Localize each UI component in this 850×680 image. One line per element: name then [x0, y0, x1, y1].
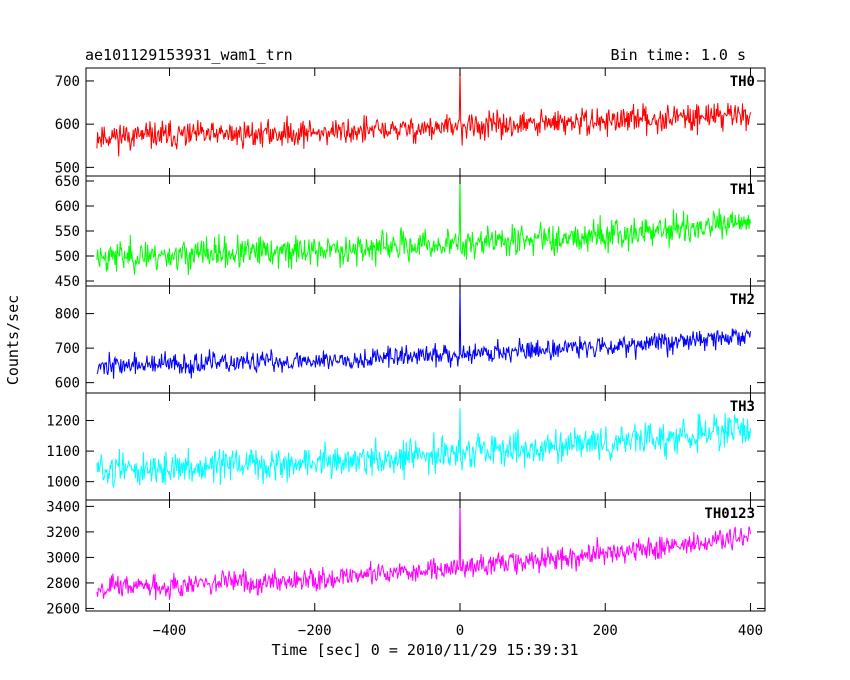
y-tick-label: 700: [55, 341, 80, 357]
panels-group: 500 600 700 TH0 450 500 550 600 650 TH1 600 700 800 T…: [46, 67, 766, 639]
y-tick-label: 600: [55, 376, 80, 392]
panel-frame-th0123: [85, 499, 766, 612]
y-tick-label: 1200: [46, 414, 80, 430]
y-tick-label: 650: [55, 174, 80, 190]
y-tick-label: 600: [55, 199, 80, 215]
x-tick-label: −400: [153, 623, 187, 639]
x-tick-label: 0: [456, 623, 464, 639]
series-line-th1: [96, 176, 751, 276]
y-tick-label: 3000: [46, 550, 80, 566]
y-tick-label: 2800: [46, 576, 80, 592]
y-tick-label: 3400: [46, 499, 80, 515]
series-line-th0: [96, 68, 751, 157]
bin-time-label: Bin time: 1.0 s: [611, 46, 746, 64]
y-tick-label: 1100: [46, 444, 80, 460]
y-tick-label: 700: [55, 74, 80, 90]
x-axis-label: Time [sec] 0 = 2010/11/29 15:39:31: [271, 641, 578, 659]
series-line-th2: [96, 286, 751, 379]
y-tick-label: 2600: [46, 601, 80, 617]
series-label-th1: TH1: [730, 182, 755, 198]
x-tick-label: −200: [298, 623, 332, 639]
y-tick-label: 550: [55, 224, 80, 240]
y-tick-label: 450: [55, 274, 80, 290]
x-tick-label: 400: [738, 623, 763, 639]
y-tick-label: 600: [55, 117, 80, 133]
series-line-th0123: [96, 500, 751, 601]
series-label-th0: TH0: [730, 74, 755, 90]
series-label-th0123: TH0123: [704, 506, 755, 522]
y-tick-label: 500: [55, 249, 80, 265]
panel-frame-th3: [85, 392, 766, 501]
y-tick-label: 500: [55, 160, 80, 176]
y-tick-label: 800: [55, 307, 80, 323]
chart-title: ae101129153931_wam1_trn: [85, 46, 293, 64]
series-label-th3: TH3: [730, 399, 755, 415]
y-axis-label: Counts/sec: [4, 295, 22, 385]
series-label-th2: TH2: [730, 292, 755, 308]
series-line-th3: [96, 408, 751, 488]
y-tick-label: 3200: [46, 525, 80, 541]
x-tick-label: 200: [593, 623, 618, 639]
y-tick-label: 1000: [46, 475, 80, 491]
